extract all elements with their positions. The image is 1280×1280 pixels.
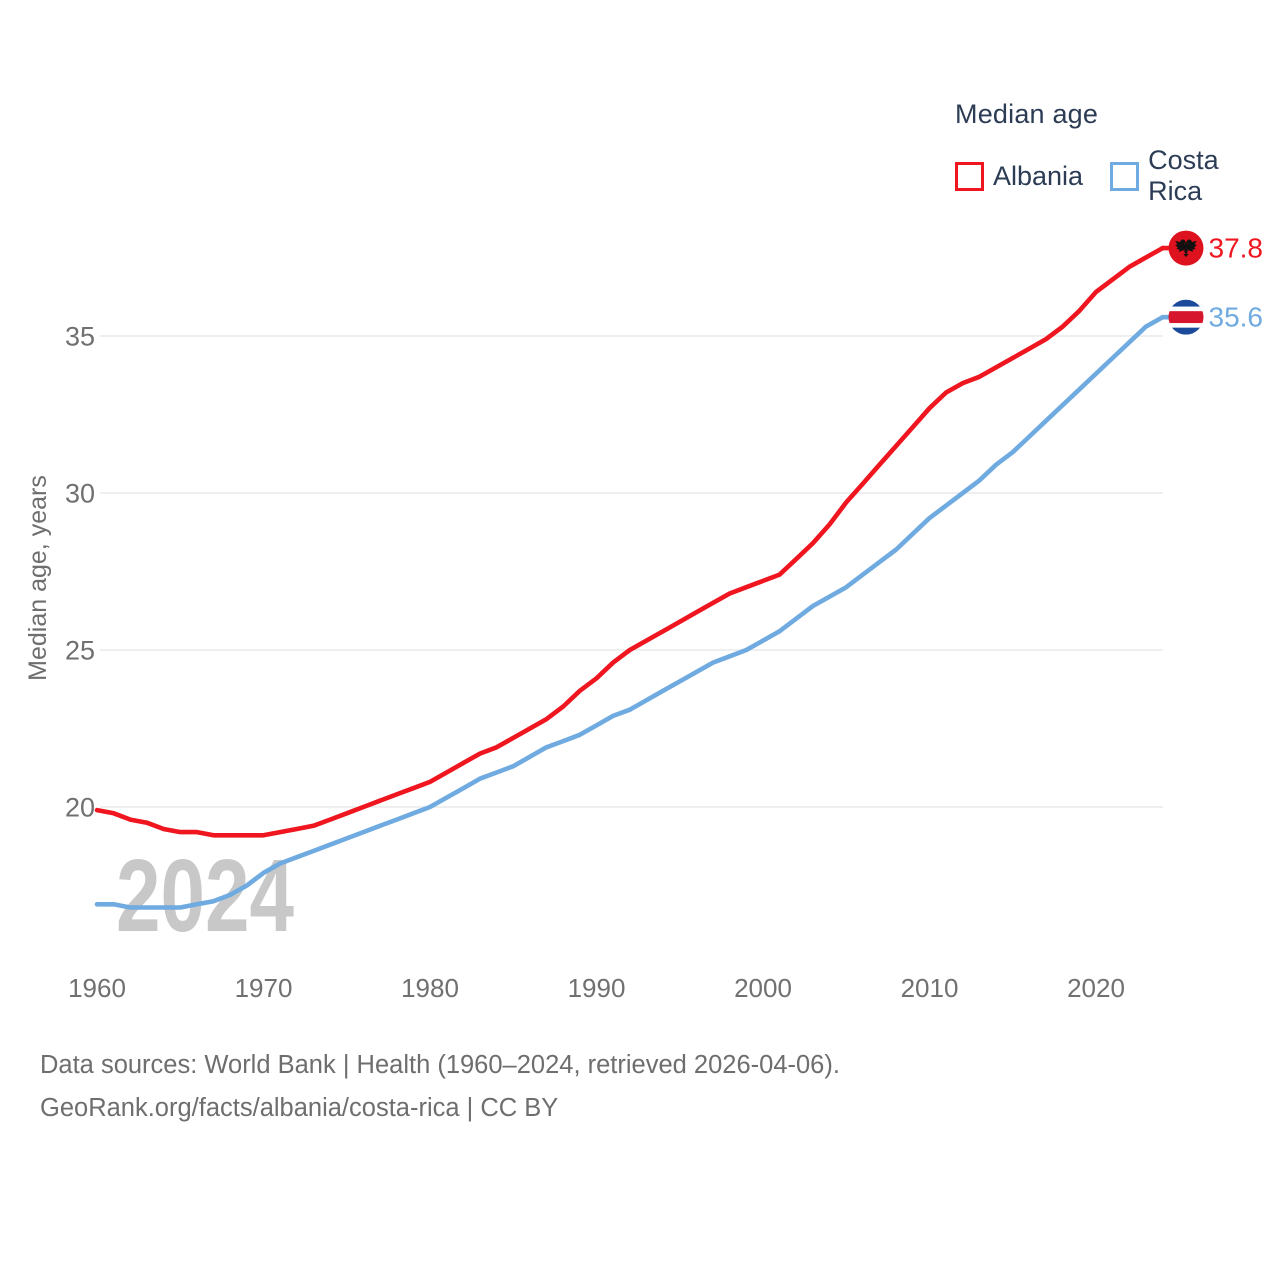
eagle-wing-right (1187, 240, 1197, 252)
albania-flag-icon[interactable] (1168, 230, 1204, 266)
legend-item-albania[interactable]: Albania (955, 161, 1083, 192)
x-tick-label-1970: 1970 (235, 973, 293, 1003)
attribution-line[interactable]: GeoRank.org/facts/albania/costa-rica | C… (40, 1094, 559, 1122)
legend-label-costa-rica: Costa Rica (1148, 145, 1219, 206)
x-tick-label-1980: 1980 (401, 973, 459, 1003)
data-sources-line: Data sources: World Bank | Health (1960–… (40, 1051, 840, 1079)
watermark-year: 2024 (116, 838, 294, 953)
costa-rica-stripe-4 (1168, 327, 1204, 335)
legend-items: Albania Costa Rica (955, 145, 1280, 207)
x-tick-label-2010: 2010 (901, 973, 959, 1003)
costa-rica-line[interactable] (94, 314, 1165, 910)
costa-rica-stripe-3 (1168, 323, 1204, 328)
chart-legend: Median age Albania Costa Rica (955, 99, 1280, 207)
costa-rica-stripe-1 (1168, 306, 1204, 312)
costa-rica-swatch-icon (1110, 161, 1140, 191)
legend-item-costa-rica[interactable]: Costa Rica (1110, 145, 1253, 207)
legend-label-albania: Albania (993, 160, 1084, 191)
costa-rica-stripe-2 (1168, 311, 1204, 324)
x-tick-label-2020: 2020 (1067, 973, 1125, 1003)
y-tick-label-25: 25 (65, 636, 95, 666)
costa-rica-stripe-0 (1168, 299, 1204, 307)
y-tick-label-20: 20 (65, 793, 95, 823)
y-axis-title: Median age, years (24, 475, 52, 681)
legend-title: Median age (955, 99, 1099, 129)
costa-rica-flag-icon[interactable] (1168, 299, 1204, 335)
y-tick-label-35: 35 (65, 322, 95, 352)
source-footer: Data sources: World Bank | Health (1960–… (40, 1044, 840, 1130)
end-value-label-albania: 37.8 (1209, 233, 1264, 264)
x-tick-label-1960: 1960 (68, 973, 126, 1003)
eagle-tail (1183, 253, 1189, 258)
end-value-label-costa-rica: 35.6 (1209, 302, 1264, 333)
albania-swatch-icon (955, 161, 984, 191)
double-headed-eagle-icon (1175, 239, 1197, 258)
eagle-body (1183, 240, 1189, 255)
x-tick-label-2000: 2000 (734, 973, 792, 1003)
albania-line[interactable] (94, 245, 1165, 838)
x-tick-label-1990: 1990 (568, 973, 626, 1003)
eagle-wing-left (1175, 240, 1185, 252)
y-tick-label-30: 30 (65, 479, 95, 509)
